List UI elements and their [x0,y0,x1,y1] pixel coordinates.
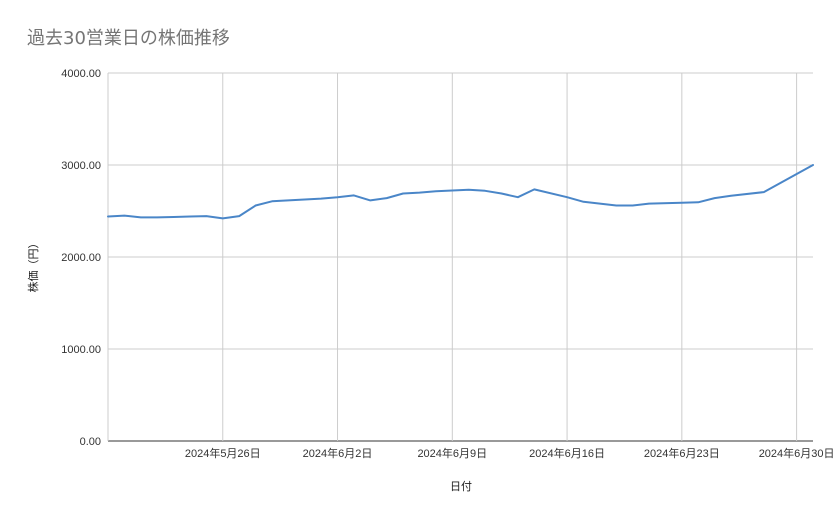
chart-title: 過去30営業日の株価推移 [27,28,230,49]
y-tick-labels: 0.00 1000.00 2000.00 3000.00 4000.00 [61,68,101,448]
x-tick-labels: 2024年5月26日 2024年6月2日 2024年6月9日 2024年6月16日 20… [185,446,835,460]
y-tick-label: 2000.00 [61,252,101,264]
x-tick-label: 2024年6月30日 [759,446,835,460]
y-tick-label: 1000.00 [61,344,101,356]
y-tick-label: 3000.00 [61,160,101,172]
series-layer [107,164,814,220]
x-tick-label: 2024年6月16日 [529,446,605,460]
x-tick-label: 2024年6月9日 [417,446,487,460]
y-tick-label: 4000.00 [61,68,101,80]
series-line [107,164,814,220]
x-tick-label: 2024年6月23日 [644,446,720,460]
y-tick-label: 0.00 [80,436,101,448]
x-tick-label: 2024年6月2日 [303,446,373,460]
x-tick-label: 2024年5月26日 [185,446,261,460]
y-axis-title: 株価（円） [26,238,40,293]
grid-layer [107,72,813,442]
x-axis-title: 日付 [450,480,472,493]
